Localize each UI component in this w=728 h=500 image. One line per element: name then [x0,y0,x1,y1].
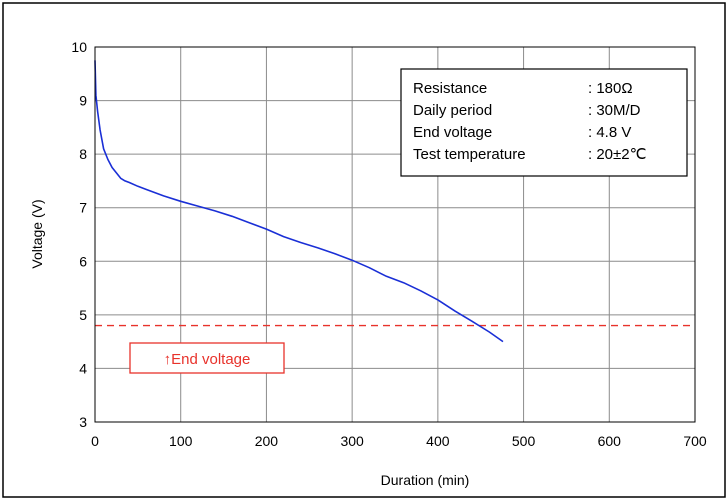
x-tick-label: 500 [512,433,536,449]
info-value-test-temperature: : 20±2℃ [588,146,646,163]
x-tick-label: 300 [340,433,364,449]
y-tick-label: 10 [71,39,87,55]
info-box-frame [400,68,688,177]
x-tick-label: 100 [169,433,193,449]
x-tick-label: 400 [426,433,450,449]
y-tick-label: 8 [79,146,87,162]
info-box: Resistance : 180Ω Daily period : 30M/D E… [400,68,688,177]
info-label-daily-period: Daily period [413,102,492,119]
info-label-resistance: Resistance [413,80,487,97]
x-tick-label: 0 [91,433,99,449]
x-axis-title: Duration (min) [381,472,470,488]
y-tick-label: 9 [79,93,87,109]
y-axis-title: Voltage (V) [29,199,45,268]
y-tick-label: 4 [79,360,87,376]
annotation-box [129,342,285,374]
x-tick-label: 600 [598,433,622,449]
discharge-curve [94,60,504,343]
info-value-daily-period: : 30M/D [588,102,641,119]
info-value-end-voltage: : 4.8 V [588,124,631,141]
x-tick-label: 700 [683,433,707,449]
series-layer [94,60,504,343]
info-label-end-voltage: End voltage [413,124,492,141]
y-tick-label: 5 [79,307,87,323]
info-label-test-temperature: Test temperature [413,146,526,163]
x-tick-labels: 0 100 200 300 400 500 600 700 [91,433,707,449]
y-tick-label: 7 [79,200,87,216]
y-tick-labels: 3 4 5 6 7 8 9 10 [71,39,87,430]
y-tick-label: 3 [79,414,87,430]
annotation-text: ↑End voltage [164,351,251,368]
info-value-resistance: : 180Ω [588,80,633,97]
x-tick-label: 200 [255,433,279,449]
y-tick-label: 6 [79,253,87,269]
end-voltage-annotation: ↑End voltage [129,342,285,374]
plot-area-border [94,46,696,423]
